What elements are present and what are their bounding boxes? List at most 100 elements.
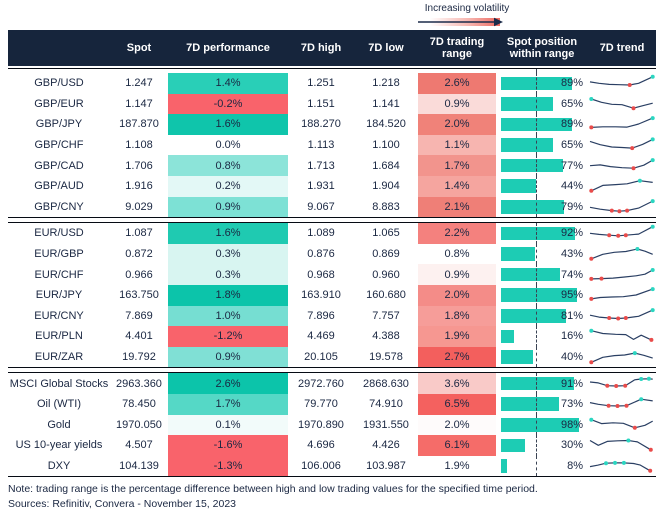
low-dot (632, 425, 637, 430)
low-value: 4.426 (372, 439, 400, 452)
spot-value: 1.087 (125, 227, 153, 240)
low-value: 1.684 (372, 159, 400, 172)
position-cell: 40% (496, 346, 588, 368)
row-label: GBP/USD (34, 77, 84, 90)
low-dot (627, 83, 632, 88)
sparkline (589, 351, 653, 365)
low-value: 74.910 (369, 398, 403, 411)
high-dot (635, 247, 640, 252)
midpoint-guide (536, 114, 537, 135)
sparkline (589, 267, 655, 281)
high-value: 1970.890 (298, 418, 344, 431)
position-label: 8% (567, 459, 583, 472)
high-dot (650, 75, 655, 80)
table-row: US 10-year yields 4.507 -1.6% 4.696 4.426 6.1… (8, 435, 656, 456)
low-dot (648, 448, 653, 453)
low-dot (631, 165, 636, 170)
spot-value: 163.750 (119, 289, 159, 302)
midpoint-guide (536, 93, 537, 115)
right-arrow-icon (418, 17, 503, 27)
table-row: MSCI Global Stocks 2963.360 2.6% 2972.760 28… (8, 373, 656, 394)
sparkline (589, 225, 655, 239)
trend-cell (588, 373, 656, 394)
sparkline (589, 397, 653, 409)
trading-range-cell: 1.4% (418, 175, 496, 197)
header-7d-high: 7D high (300, 42, 342, 54)
low-value: 0.869 (372, 248, 400, 261)
low-value: 184.520 (366, 118, 406, 131)
spot-value: 1.108 (125, 139, 153, 152)
position-cell: 91% (496, 373, 588, 394)
table-body: GBP/USD 1.247 1.4% 1.251 1.218 2.6% 89% GBP/EUR… (8, 73, 656, 477)
spot-value: 1.916 (125, 180, 153, 193)
table-section: MSCI Global Stocks 2963.360 2.6% 2972.760 28… (8, 373, 656, 477)
low-dot (616, 316, 621, 321)
low-value: 1.141 (372, 97, 400, 110)
trend-cell (588, 435, 656, 456)
table-row: GBP/CAD 1.706 0.8% 1.713 1.684 1.7% 77% (8, 155, 656, 176)
position-bar (501, 376, 574, 391)
spot-value: 1.247 (125, 77, 153, 90)
position-cell: 77% (496, 155, 588, 176)
table-row: GBP/AUD 1.916 0.2% 1.931 1.904 1.4% 44% (8, 175, 656, 197)
trend-cell (588, 347, 656, 368)
position-bar (501, 350, 533, 364)
row-label: US 10-year yields (15, 439, 103, 452)
row-label: EUR/GBP (34, 248, 84, 261)
table-bottom-divider (8, 476, 656, 478)
position-label: 44% (560, 180, 583, 193)
spot-value: 7.869 (125, 309, 153, 322)
high-dot (626, 438, 631, 443)
midpoint-guide (536, 73, 537, 94)
low-dot (630, 146, 635, 151)
spot-value: 1.706 (125, 159, 153, 172)
trend-cell (588, 264, 656, 285)
high-dot (637, 178, 642, 183)
position-bar (501, 200, 565, 214)
midpoint-guide (536, 175, 537, 197)
position-label: 74% (560, 268, 583, 281)
position-bar (501, 179, 537, 193)
row-label: Gold (47, 418, 71, 431)
position-bar (501, 309, 566, 323)
midpoint-guide (536, 414, 537, 436)
section-divider (8, 217, 656, 224)
spot-value: 19.792 (122, 351, 156, 364)
row-label: Oil (WTI) (37, 398, 81, 411)
sparkline (589, 438, 653, 453)
low-dot (617, 209, 622, 214)
high-dot (639, 397, 644, 402)
trading-range-cell: 2.0% (418, 114, 496, 135)
table-row: GBP/USD 1.247 1.4% 1.251 1.218 2.6% 89% (8, 73, 656, 94)
table-row: EUR/JPY 163.750 1.8% 163.910 160.680 2.0% 95% (8, 284, 656, 306)
position-bar (501, 397, 560, 411)
header-spot: Spot (126, 42, 152, 54)
low-dot (607, 315, 612, 320)
position-cell: 95% (496, 284, 588, 306)
low-dot (589, 297, 594, 302)
midpoint-guide (536, 69, 537, 73)
trading-range-cell: 3.6% (418, 373, 496, 394)
low-value: 1.065 (372, 227, 400, 240)
sparkline (589, 307, 655, 321)
high-value: 163.910 (301, 289, 341, 302)
midpoint-guide (536, 455, 537, 477)
performance-cell: 1.0% (168, 305, 288, 327)
position-cell: 92% (496, 223, 588, 244)
row-label: EUR/USD (34, 227, 84, 240)
high-dot (650, 287, 655, 292)
sparkline (589, 287, 655, 302)
low-dot (589, 125, 594, 130)
high-value: 1.931 (307, 180, 335, 193)
trend-cell (588, 94, 656, 115)
high-dot (589, 96, 594, 101)
trading-range-cell: 1.9% (418, 455, 496, 477)
row-label: DXY (47, 459, 71, 472)
table-row: GBP/JPY 187.870 1.6% 188.270 184.520 2.0% 89% (8, 114, 656, 135)
trend-cell (588, 155, 656, 176)
low-dot (589, 189, 594, 194)
performance-cell: 0.2% (168, 175, 288, 197)
performance-cell: 1.8% (168, 284, 288, 306)
high-dot (650, 157, 655, 162)
high-value: 4.469 (307, 330, 335, 343)
